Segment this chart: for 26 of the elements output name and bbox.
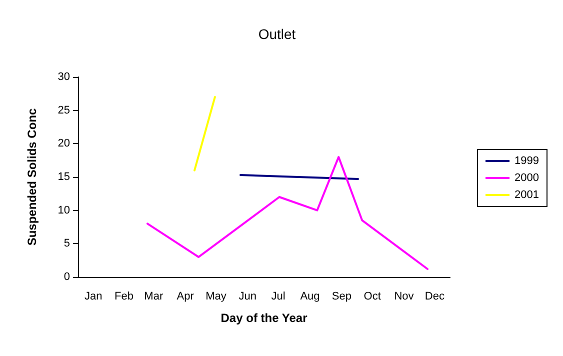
x-tick-label: Dec <box>424 290 445 302</box>
x-axis-title: Day of the Year <box>220 311 308 325</box>
x-tick-label: Apr <box>176 290 194 302</box>
x-tick-label: Sep <box>332 290 352 302</box>
y-tick-label: 5 <box>64 238 70 250</box>
x-tick-label: May <box>206 290 227 302</box>
x-tick-label: Aug <box>300 290 320 302</box>
y-tick-label: 0 <box>64 271 70 283</box>
x-tick-label: Mar <box>144 290 164 302</box>
x-tick-label: Nov <box>394 290 414 302</box>
y-tick-label: 25 <box>58 104 70 116</box>
y-tick-label: 30 <box>58 71 70 83</box>
y-tick-label: 15 <box>58 171 70 183</box>
legend-label: 2000 <box>514 172 540 184</box>
legend-label: 1999 <box>514 155 540 167</box>
legend-label: 2001 <box>514 189 540 201</box>
y-tick-label: 20 <box>58 138 70 150</box>
x-tick-label: Jul <box>271 290 286 302</box>
chart-title: Outlet <box>258 26 296 42</box>
line-series <box>146 156 429 270</box>
x-tick-label: Jan <box>84 290 102 302</box>
x-tick-label: Jun <box>238 290 257 302</box>
x-tick-label: Feb <box>114 290 134 302</box>
y-axis-title: Suspended Solids Conc <box>25 108 39 246</box>
x-tick-label: Oct <box>364 290 381 302</box>
y-tick-label: 10 <box>58 204 70 216</box>
